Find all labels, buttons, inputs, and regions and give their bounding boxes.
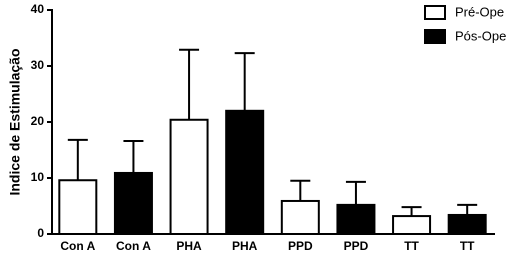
x-tick-label: Con A: [116, 239, 151, 253]
x-tick-label: PHA: [232, 239, 258, 253]
bar: [113, 171, 153, 236]
bar: [169, 118, 209, 235]
x-tick-label: Con A: [60, 239, 95, 253]
bar: [447, 213, 487, 236]
x-tick-label: PHA: [176, 239, 202, 253]
bar: [58, 179, 98, 236]
bar: [336, 203, 376, 236]
x-tick-label: PPD: [288, 239, 313, 253]
x-tick-label: TT: [460, 239, 475, 253]
x-tick-label: PPD: [344, 239, 369, 253]
y-tick-label: 10: [31, 170, 45, 184]
x-tick-label: TT: [404, 239, 419, 253]
legend-label: Pré-Ope: [455, 4, 504, 19]
y-tick-label: 40: [31, 2, 45, 16]
bar: [392, 215, 432, 236]
y-tick-label: 0: [37, 226, 44, 240]
legend-label: Pós-Ope: [455, 28, 506, 43]
bar: [225, 109, 265, 235]
y-tick-label: 30: [31, 58, 45, 72]
legend-swatch: [424, 5, 446, 20]
y-axis-label: Indice de Estimulação: [7, 48, 23, 195]
y-tick-label: 20: [31, 114, 45, 128]
bar: [280, 199, 320, 236]
legend-swatch: [424, 29, 446, 44]
